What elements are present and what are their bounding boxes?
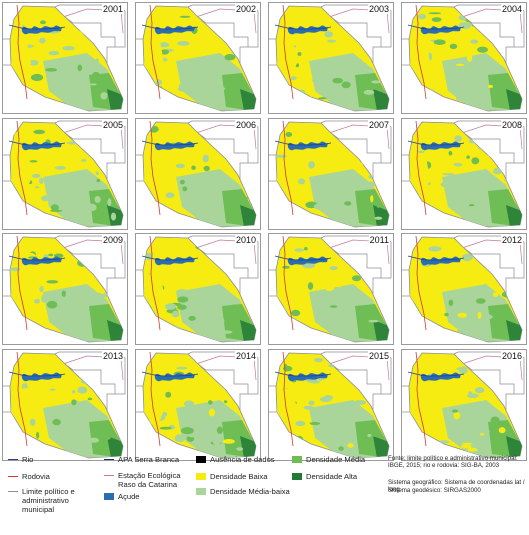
year-label: 2007 — [367, 120, 390, 130]
map-panel-2005: 2005 — [2, 118, 128, 230]
year-label: 2002 — [234, 4, 257, 14]
acude-shape — [154, 25, 195, 35]
acude-shape — [420, 141, 461, 151]
year-label: 2001 — [101, 4, 124, 14]
year-label: 2016 — [500, 351, 523, 361]
year-label: 2015 — [367, 351, 390, 361]
rio-line-symbol — [8, 459, 18, 460]
year-label: 2012 — [500, 235, 523, 245]
map-grid: 2001 2002 2003 2004 2005 2006 2007 2008 2009 2010… — [2, 2, 527, 461]
acude-shape — [420, 372, 461, 382]
map-panel-2006: 2006 — [135, 118, 261, 230]
alta-swatch — [292, 473, 302, 480]
year-label: 2004 — [500, 4, 523, 14]
acude-shape — [287, 372, 328, 382]
year-label: 2008 — [500, 120, 523, 130]
limite-line-symbol — [8, 491, 18, 492]
year-label: 2011 — [368, 235, 390, 245]
acude-shape — [21, 141, 62, 151]
year-label: 2005 — [101, 120, 124, 130]
acude-shape — [21, 372, 62, 382]
baixa-swatch — [196, 473, 206, 480]
year-label: 2010 — [234, 235, 257, 245]
map-panel-2008: 2008 — [401, 118, 527, 230]
media-baixa-swatch — [196, 488, 206, 495]
acude-shape — [420, 256, 461, 266]
map-panel-2003: 2003 — [268, 2, 394, 114]
acude-shape — [154, 141, 195, 151]
map-panel-2016: 2016 — [401, 349, 527, 461]
map-panel-2001: 2001 — [2, 2, 128, 114]
rodovia-line-symbol — [8, 476, 18, 477]
year-label: 2009 — [101, 235, 124, 245]
ausencia-swatch — [196, 456, 206, 463]
legend: Rio Rodovia Limite político e administra… — [0, 452, 529, 535]
year-label: 2014 — [234, 351, 257, 361]
map-panel-2004: 2004 — [401, 2, 527, 114]
acude-shape — [287, 141, 328, 151]
year-label: 2006 — [234, 120, 257, 130]
acude-shape — [21, 25, 62, 35]
map-panel-2015: 2015 — [268, 349, 394, 461]
geographic-system-note: Sistema geográfico: Sistema de coordenad… — [388, 479, 525, 494]
acude-shape — [287, 25, 328, 35]
acude-shape — [154, 372, 195, 382]
estacao-line-symbol — [104, 475, 114, 476]
map-panel-2011: 2011 — [268, 233, 394, 345]
map-panel-2010: 2010 — [135, 233, 261, 345]
map-panel-2012: 2012 — [401, 233, 527, 345]
acude-shape — [21, 256, 62, 266]
map-panel-2007: 2007 — [268, 118, 394, 230]
map-panel-2002: 2002 — [135, 2, 261, 114]
acude-swatch — [104, 493, 114, 500]
source-note: Fonte: limite político e administrativo … — [388, 455, 518, 470]
year-label: 2003 — [367, 4, 390, 14]
acude-shape — [420, 25, 461, 35]
map-panel-2014: 2014 — [135, 349, 261, 461]
map-panel-2009: 2009 — [2, 233, 128, 345]
map-panel-2013: 2013 — [2, 349, 128, 461]
geodetic-system-note: Sistema geodésico: SIRGAS2000 — [388, 487, 481, 494]
acude-shape — [287, 256, 328, 266]
media-swatch — [292, 456, 302, 463]
acude-shape — [154, 256, 195, 266]
apa-line-symbol — [104, 459, 114, 460]
year-label: 2013 — [101, 351, 124, 361]
